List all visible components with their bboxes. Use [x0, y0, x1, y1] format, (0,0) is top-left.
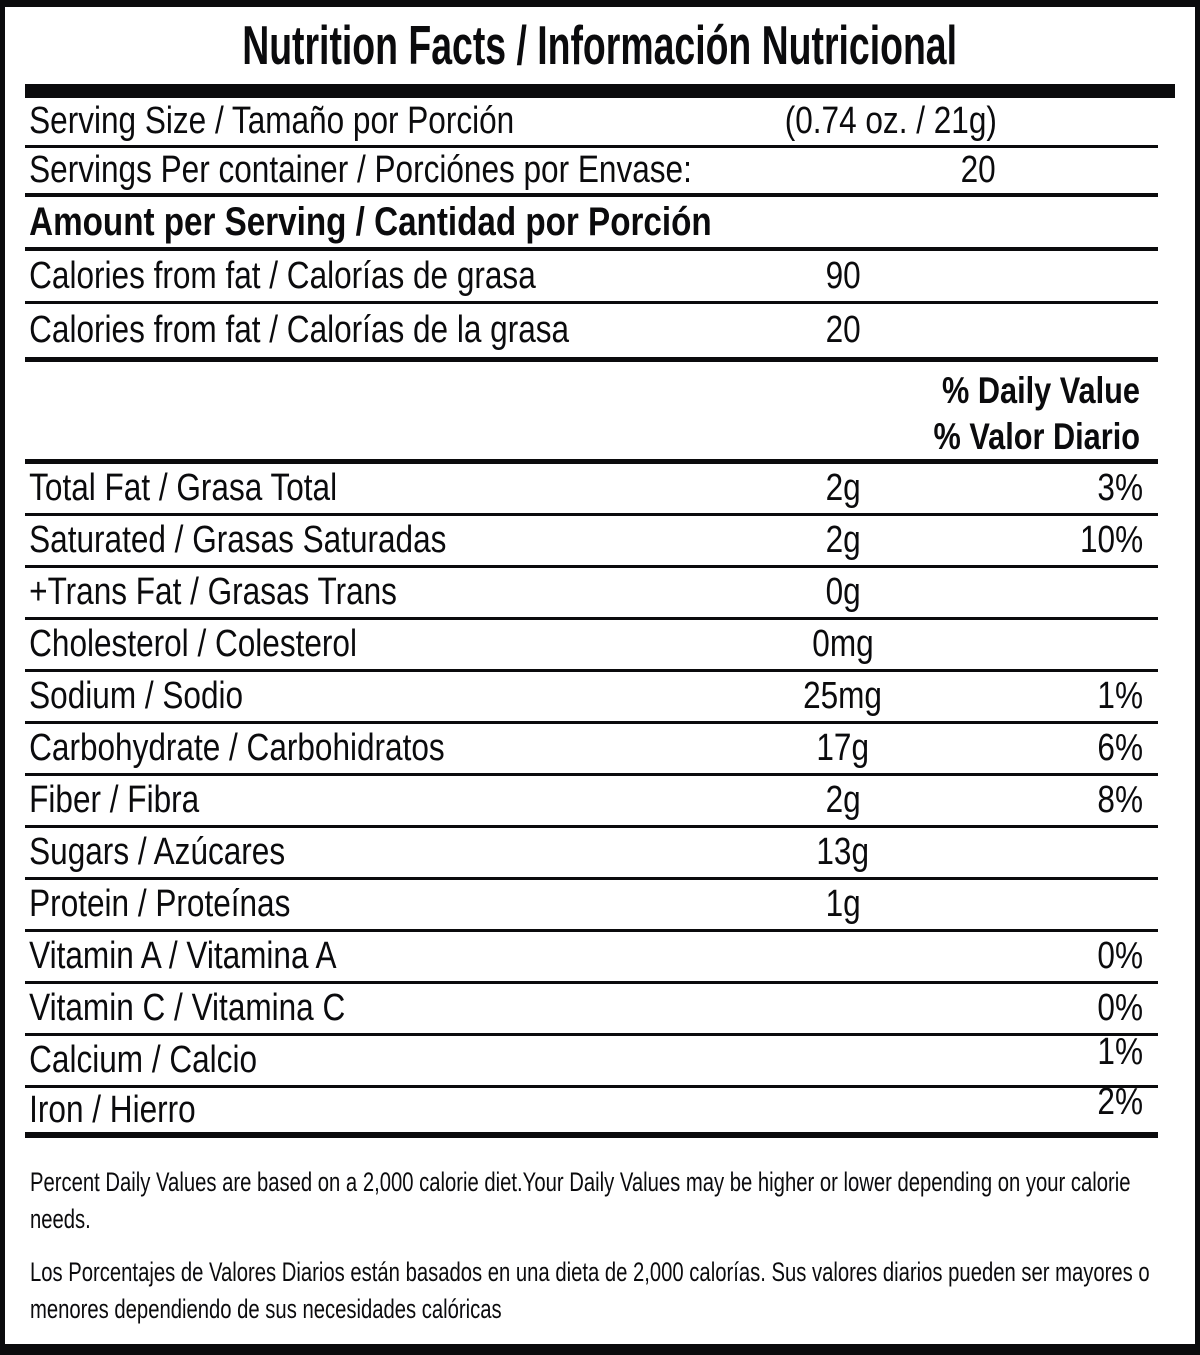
nutrient-daily-value: 0% [1097, 935, 1144, 977]
calories-row-2-label: Calories from fat / Calorías de la grasa [29, 309, 570, 351]
nutrient-label: Saturated / Grasas Saturadas [29, 519, 447, 561]
nutrient-label: Vitamin C / Vitamina C [29, 987, 346, 1029]
nutrient-label: Sugars / Azúcares [29, 831, 286, 873]
nutrient-label: Calcium / Calcio [29, 1039, 258, 1081]
nutrient-row-carbohydrate: Carbohydrate / Carbohidratos 17g 6% [25, 724, 1158, 776]
serving-size-row: Serving Size / Tamaño por Porción (0.74 … [25, 98, 1158, 148]
daily-value-header-en: % Daily Value [941, 370, 1140, 411]
calories-from-fat-row-1: Calories from fat / Calorías de grasa 90 [25, 251, 1158, 304]
calories-row-1-value: 90 [825, 254, 861, 297]
nutrient-amount: 17g [816, 727, 870, 769]
servings-per-container-value: 20 [960, 149, 996, 191]
amount-per-serving-header-row: Amount per Serving / Cantidad por Porció… [25, 197, 1158, 251]
nutrient-daily-value: 8% [1097, 779, 1144, 821]
calories-row-2-value: 20 [825, 309, 861, 351]
nutrient-row-fiber: Fiber / Fibra 2g 8% [25, 776, 1158, 828]
footnote-english: Percent Daily Values are based on a 2,00… [30, 1167, 1131, 1234]
nutrient-amount: 25mg [803, 675, 883, 717]
title-divider-bar [25, 84, 1175, 98]
nutrient-label: Total Fat / Grasa Total [29, 467, 338, 509]
footnote-spanish: Los Porcentajes de Valores Diarios están… [30, 1257, 1150, 1324]
nutrient-amount: 2g [825, 519, 861, 561]
nutrient-label: +Trans Fat / Grasas Trans [29, 571, 397, 613]
nutrient-daily-value: 0% [1097, 987, 1144, 1029]
daily-value-header-es: % Valor Diario [933, 416, 1140, 457]
nutrient-label: Cholesterol / Colesterol [29, 623, 357, 665]
nutrient-row-iron: Iron / Hierro 2% [25, 1081, 1158, 1138]
nutrient-label: Vitamin A / Vitamina A [29, 935, 337, 977]
nutrient-row-cholesterol: Cholesterol / Colesterol 0mg [25, 620, 1158, 672]
nutrient-daily-value: 3% [1097, 467, 1144, 509]
nutrient-label: Protein / Proteínas [29, 883, 291, 925]
facts-table: Serving Size / Tamaño por Porción (0.74 … [25, 98, 1158, 1138]
nutrient-amount: 1g [825, 883, 861, 925]
nutrient-row-sodium: Sodium / Sodio 25mg 1% [25, 672, 1158, 724]
servings-per-container-row: Servings Per container / Porciónes por E… [25, 148, 1158, 197]
amount-per-serving-header: Amount per Serving / Cantidad por Porció… [29, 199, 712, 244]
nutrient-row-total-fat: Total Fat / Grasa Total 2g 3% [25, 464, 1158, 516]
nutrient-amount: 0g [825, 571, 861, 613]
servings-per-container-label: Servings Per container / Porciónes por E… [29, 149, 692, 191]
serving-size-label: Serving Size / Tamaño por Porción [29, 100, 515, 142]
label-title-text: Nutrition Facts / Información Nutriciona… [242, 14, 958, 76]
nutrient-amount: 2g [825, 467, 861, 509]
nutrient-label: Carbohydrate / Carbohidratos [29, 727, 445, 769]
nutrient-row-vitamin-a: Vitamin A / Vitamina A 0% [25, 932, 1158, 984]
calories-from-fat-row-2: Calories from fat / Calorías de la grasa… [25, 304, 1158, 362]
nutrient-amount: 13g [816, 831, 870, 873]
nutrient-row-sugars: Sugars / Azúcares 13g [25, 828, 1158, 880]
nutrient-daily-value: 1% [1097, 1031, 1144, 1073]
nutrient-amount: 0mg [812, 623, 874, 665]
label-title: Nutrition Facts / Información Nutriciona… [5, 13, 1195, 77]
nutrient-label: Iron / Hierro [29, 1088, 196, 1131]
nutrient-amount: 2g [825, 779, 861, 821]
nutrient-row-protein: Protein / Proteínas 1g [25, 880, 1158, 932]
nutrient-row-trans-fat: +Trans Fat / Grasas Trans 0g [25, 568, 1158, 620]
nutrient-label: Sodium / Sodio [29, 675, 244, 717]
nutrient-daily-value: 2% [1097, 1080, 1144, 1123]
daily-value-header-block: % Daily Value % Valor Diario [25, 362, 1158, 464]
nutrient-daily-value: 10% [1079, 519, 1144, 561]
calories-row-1-label: Calories from fat / Calorías de grasa [29, 254, 536, 297]
nutrient-row-saturated-fat: Saturated / Grasas Saturadas 2g 10% [25, 516, 1158, 568]
nutrient-daily-value: 1% [1097, 675, 1144, 717]
nutrient-daily-value: 6% [1097, 727, 1144, 769]
nutrient-label: Fiber / Fibra [29, 779, 200, 821]
serving-size-value: (0.74 oz. / 21g) [784, 100, 998, 142]
nutrient-row-vitamin-c: Vitamin C / Vitamina C 0% [25, 984, 1158, 1036]
nutrient-row-calcium: Calcium / Calcio 1% [25, 1031, 1158, 1088]
